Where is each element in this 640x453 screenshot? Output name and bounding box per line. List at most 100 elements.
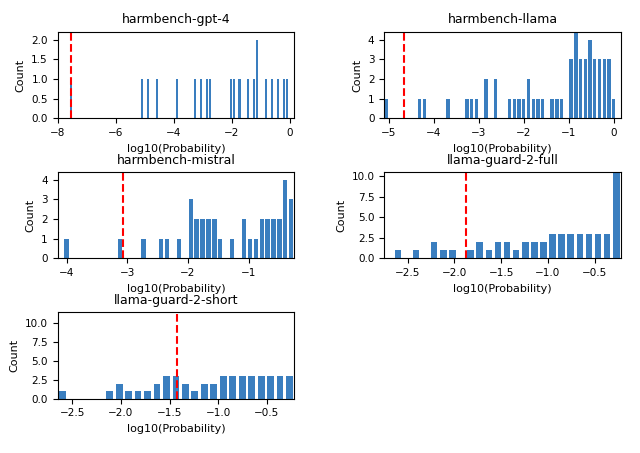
Bar [256,39,259,118]
Bar [588,39,592,118]
Bar [513,99,516,118]
Title: llama-guard-2-short: llama-guard-2-short [114,294,238,307]
Bar [467,250,474,259]
Bar [209,79,211,118]
Bar [59,391,66,399]
Bar [604,234,611,259]
Bar [484,79,488,118]
Y-axis label: Count: Count [26,198,36,232]
Bar [147,79,149,118]
Bar [247,79,250,118]
Bar [271,79,273,118]
Bar [602,59,606,118]
Bar [493,79,497,118]
X-axis label: log10(Probability): log10(Probability) [453,144,552,154]
Bar [248,376,255,399]
Bar [156,79,157,118]
Bar [266,219,269,259]
X-axis label: log10(Probability): log10(Probability) [127,284,225,294]
Bar [106,391,113,399]
Bar [593,59,596,118]
X-axis label: log10(Probability): log10(Probability) [127,144,225,154]
Y-axis label: Count: Count [16,58,26,92]
Bar [189,199,193,259]
Bar [446,99,450,118]
Bar [116,384,122,399]
Bar [568,234,574,259]
Bar [418,99,421,118]
Bar [141,239,145,259]
Bar [70,79,72,118]
Bar [440,250,447,259]
Bar [550,99,554,118]
Bar [182,384,189,399]
Bar [154,384,161,399]
Bar [570,59,573,118]
Bar [540,242,547,259]
Bar [265,79,268,118]
Bar [531,242,538,259]
Bar [532,99,535,118]
Bar [284,180,287,259]
Bar [191,391,198,399]
Bar [465,99,468,118]
Bar [267,376,274,399]
Bar [206,79,208,118]
Bar [517,99,521,118]
Bar [211,384,217,399]
Bar [449,250,456,259]
Bar [495,242,501,259]
Bar [201,384,208,399]
Bar [385,99,388,118]
Bar [607,59,611,118]
Bar [195,219,199,259]
Bar [577,234,583,259]
Bar [248,239,252,259]
Title: harmbench-gpt-4: harmbench-gpt-4 [122,14,230,26]
Bar [253,239,258,259]
Bar [206,219,211,259]
Bar [486,250,492,259]
Bar [163,376,170,399]
Bar [229,376,236,399]
Bar [431,242,438,259]
Bar [422,99,426,118]
Bar [527,79,530,118]
Bar [595,234,602,259]
Bar [177,239,181,259]
Bar [522,99,525,118]
Bar [230,79,232,118]
Bar [258,376,264,399]
Y-axis label: Count: Count [336,198,346,232]
Bar [536,99,540,118]
Bar [194,79,196,118]
Bar [556,99,559,118]
Bar [558,234,565,259]
Bar [220,376,227,399]
Bar [413,250,419,259]
Bar [579,59,582,118]
Title: harmbench-llama: harmbench-llama [447,14,557,26]
Bar [541,99,545,118]
Bar [232,79,235,118]
Bar [271,219,276,259]
Bar [134,391,141,399]
Bar [522,242,529,259]
Bar [125,391,132,399]
Bar [476,242,483,259]
Y-axis label: Count: Count [10,339,19,372]
Bar [508,99,511,118]
Bar [118,239,122,259]
Bar [277,219,282,259]
Bar [513,250,520,259]
Bar [598,59,601,118]
Bar [560,99,563,118]
Bar [475,99,478,118]
Bar [65,239,68,259]
Bar [276,376,284,399]
Bar [159,239,163,259]
Bar [277,79,279,118]
Bar [177,79,179,118]
Bar [239,376,246,399]
Bar [470,99,474,118]
